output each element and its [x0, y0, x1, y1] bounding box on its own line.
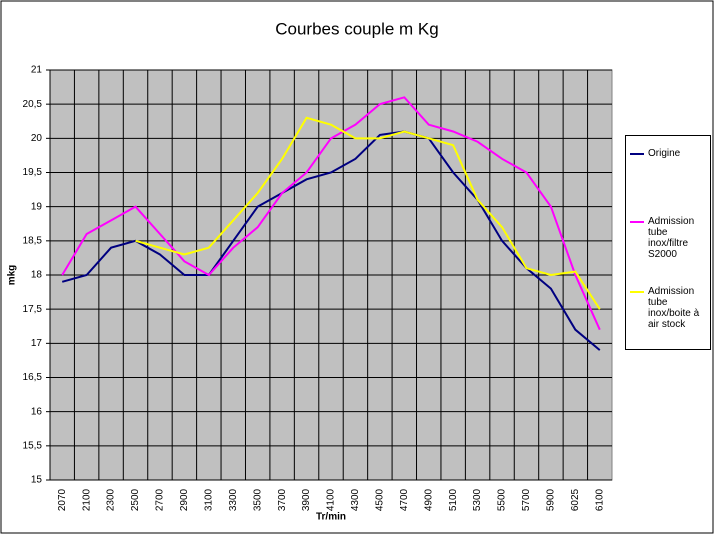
series-line	[61, 130, 601, 351]
y-tick-label: 20	[31, 133, 43, 144]
y-tick-label: 16	[31, 406, 43, 417]
chart-title: Courbes couple m Kg	[275, 19, 438, 38]
x-tick-label: 3900	[301, 488, 312, 511]
legend-label: Admission tube inox/boite à air stock	[648, 286, 700, 330]
x-tick-label: 2070	[57, 488, 68, 511]
x-tick-label: 4100	[326, 488, 337, 511]
legend-label: Admission tube inox/filtre S2000	[648, 216, 695, 260]
x-tick-label: 2300	[106, 488, 117, 511]
y-tick-label: 16,5	[23, 372, 43, 383]
x-tick-label: 5900	[546, 488, 557, 511]
legend: Origine Admission tube inox/filtre S2000 A…	[625, 135, 711, 350]
series-line	[135, 116, 601, 310]
x-tick-label: 5500	[497, 488, 508, 511]
legend-label: Origine	[648, 148, 681, 159]
y-tick-label: 18	[31, 270, 43, 281]
y-tick-label: 19	[31, 201, 43, 212]
x-tick-label: 2500	[130, 488, 141, 511]
legend-entry: Admission tube inox/boite à air stock	[630, 286, 710, 330]
x-tick-label: 4700	[399, 488, 410, 511]
x-tick-label: 4500	[375, 488, 386, 511]
x-axis-label: Tr/min	[316, 512, 346, 523]
x-tick-label: 6025	[570, 488, 581, 511]
x-tick-label: 3500	[252, 488, 263, 511]
x-tick-label: 5300	[472, 488, 483, 511]
y-axis-label: mkg	[7, 265, 18, 286]
y-tick-label: 19,5	[23, 167, 43, 178]
y-tick-label: 18,5	[23, 235, 43, 246]
x-tick-label: 3700	[277, 488, 288, 511]
legend-entry: Origine	[630, 148, 710, 159]
x-tick-label: 4900	[423, 488, 434, 511]
x-tick-label: 3100	[203, 488, 214, 511]
x-tick-label: 2900	[179, 488, 190, 511]
y-tick-label: 15	[31, 475, 43, 486]
y-tick-label: 15,5	[23, 440, 43, 451]
series-line	[61, 96, 601, 331]
legend-entry: Admission tube inox/filtre S2000	[630, 216, 710, 260]
x-tick-label: 5100	[448, 488, 459, 511]
y-tick-label: 21	[31, 65, 43, 76]
y-tick-label: 20,5	[23, 99, 43, 110]
legend-swatch	[630, 221, 644, 223]
y-tick-label: 17	[31, 338, 43, 349]
x-tick-label: 2700	[155, 488, 166, 511]
y-tick-label: 17,5	[23, 304, 43, 315]
x-tick-label: 4300	[350, 488, 361, 511]
legend-swatch	[630, 291, 644, 293]
x-tick-label: 5700	[521, 488, 532, 511]
x-tick-label: 2100	[81, 488, 92, 511]
x-tick-label: 6100	[594, 488, 605, 511]
legend-swatch	[630, 153, 644, 155]
x-tick-label: 3300	[228, 488, 239, 511]
